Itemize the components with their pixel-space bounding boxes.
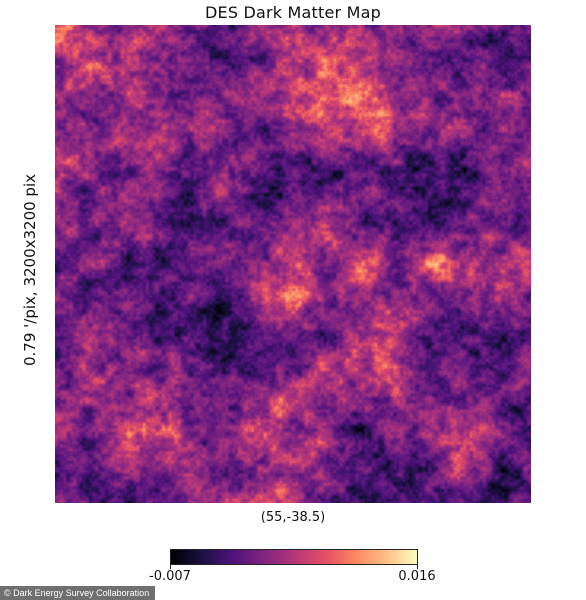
chart-title: DES Dark Matter Map (205, 3, 381, 22)
map-center-coordinates: (55,-38.5) (260, 510, 326, 525)
colorbar-tick-max (417, 565, 418, 569)
colorbar-tick-min (170, 565, 171, 569)
colorbar (170, 549, 418, 565)
dark-matter-heatmap (55, 25, 531, 503)
colorbar-min-label: -0.007 (149, 569, 191, 584)
colorbar-max-label: 0.016 (398, 569, 436, 584)
credit-banner: © Dark Energy Survey Collaboration (0, 586, 156, 600)
y-axis-label-text: 0.79 '/pix, 3200x3200 pix (21, 173, 39, 367)
